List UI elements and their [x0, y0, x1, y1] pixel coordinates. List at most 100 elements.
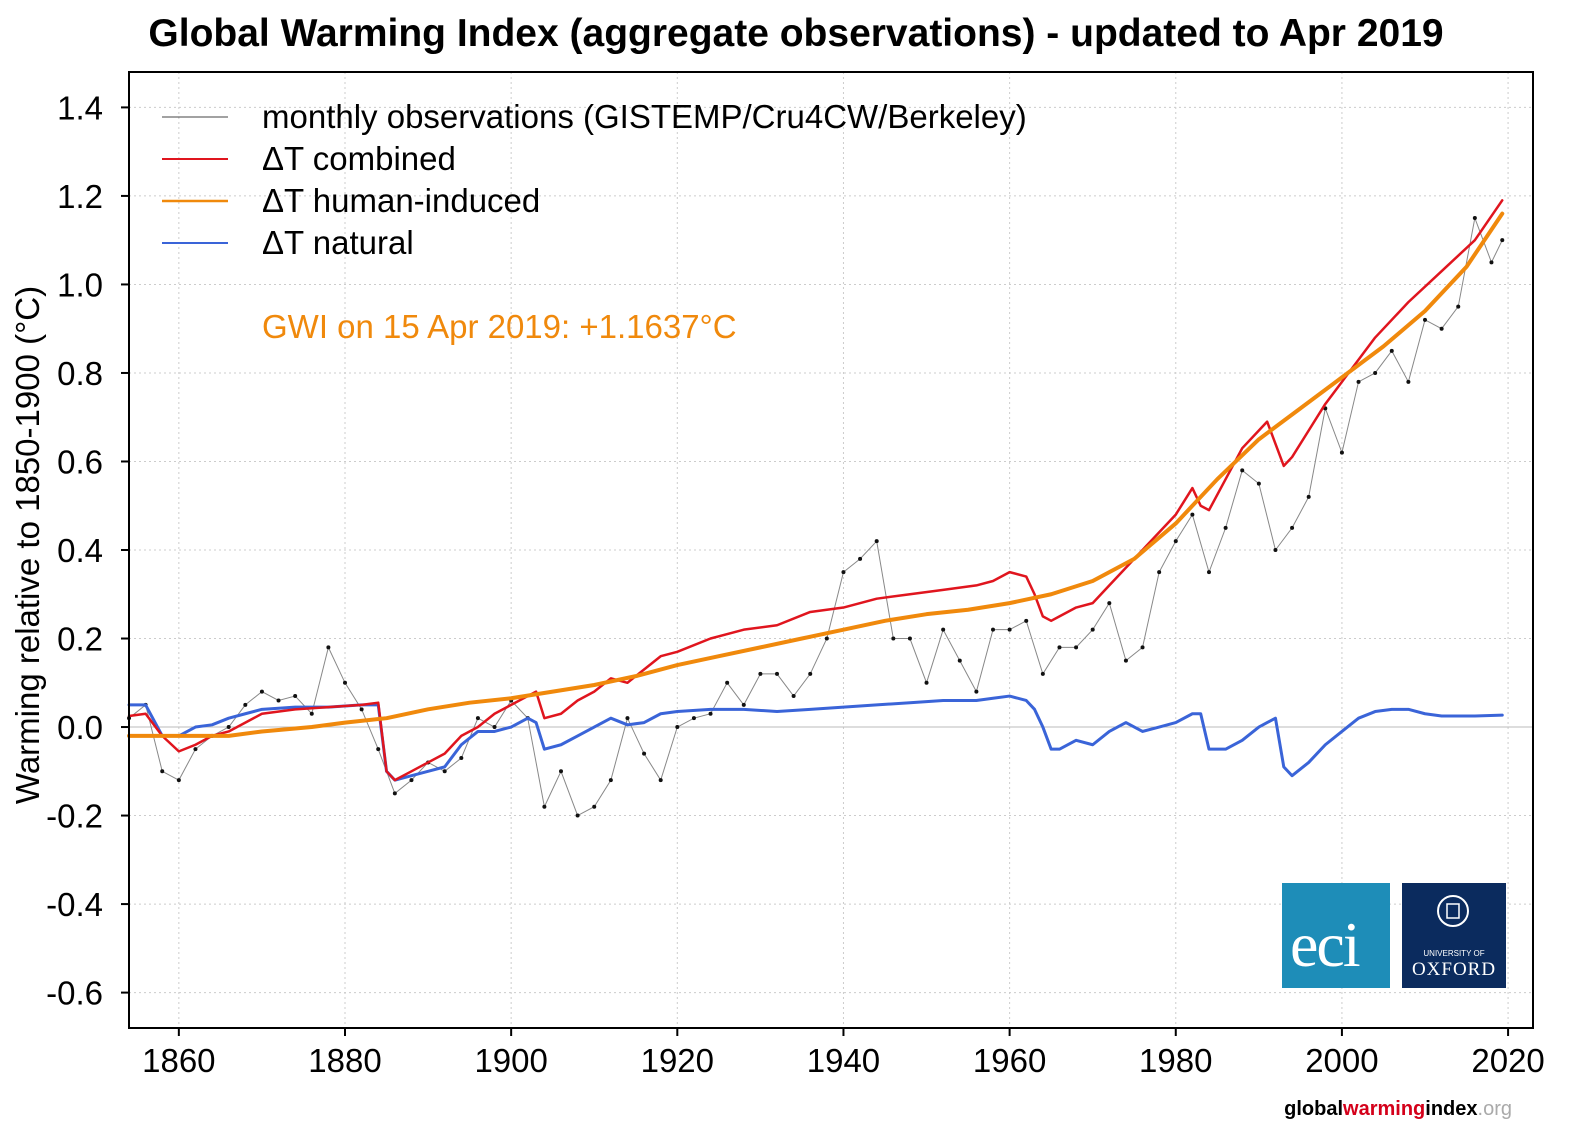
- obs-point-46: [891, 636, 896, 641]
- obs-point-9: [276, 698, 281, 703]
- y-tick-label-5: 0.4: [57, 532, 103, 569]
- legend-label-3: ΔT natural: [262, 224, 414, 261]
- series-line-1: [127, 199, 1504, 782]
- legend-label-0: monthly observations (GISTEMP/Cru4CW/Ber…: [262, 98, 1027, 135]
- obs-point-29: [608, 778, 613, 783]
- obs-point-32: [658, 778, 663, 783]
- eci-logo: eci: [1282, 883, 1390, 988]
- obs-point-41: [808, 671, 813, 676]
- y-axis-ticks: -0.6 -0.4 -0.2 0.0 0.2 0.4 0.6 0.8 1.0 1.2 1.4: [46, 89, 129, 1012]
- obs-point-65: [1207, 570, 1211, 575]
- obs-point-50: [957, 658, 962, 663]
- obs-point-64: [1190, 512, 1195, 517]
- obs-point-11: [309, 711, 314, 716]
- obs-point-69: [1273, 548, 1278, 552]
- obs-point-8: [259, 689, 264, 694]
- legend-label-1: ΔT combined: [262, 140, 456, 177]
- x-tick-label-4: 1940: [807, 1042, 880, 1079]
- y-tick-label-0: -0.6: [46, 975, 103, 1012]
- obs-point-63: [1173, 539, 1178, 544]
- obs-point-35: [708, 711, 713, 716]
- obs-point-75: [1373, 370, 1378, 375]
- obs-point-66: [1223, 525, 1228, 530]
- obs-point-37: [741, 702, 746, 707]
- obs-point-15: [376, 747, 381, 752]
- obs-point-10: [293, 694, 298, 699]
- obs-point-53: [1007, 627, 1012, 632]
- footer-part-warming: warming: [1343, 1098, 1426, 1120]
- obs-point-82: [1489, 260, 1494, 265]
- y-tick-label-8: 1.0: [57, 266, 103, 303]
- obs-point-20: [459, 756, 464, 761]
- obs-point-30: [625, 716, 630, 721]
- y-tick-label-9: 1.2: [57, 178, 103, 215]
- x-tick-label-8: 2020: [1471, 1042, 1544, 1079]
- x-tick-label-3: 1920: [641, 1042, 714, 1079]
- obs-point-74: [1356, 379, 1361, 384]
- obs-point-56: [1057, 645, 1062, 650]
- obs-point-47: [907, 636, 912, 641]
- obs-point-59: [1107, 601, 1112, 606]
- obs-point-45: [874, 539, 879, 544]
- obs-point-79: [1439, 326, 1444, 331]
- x-tick-label-7: 2000: [1305, 1042, 1378, 1079]
- obs-point-38: [758, 671, 763, 676]
- y-tick-label-4: 0.2: [57, 621, 103, 658]
- y-tick-label-10: 1.4: [57, 89, 103, 126]
- obs-point-54: [1024, 618, 1029, 623]
- obs-point-71: [1306, 494, 1311, 499]
- obs-point-77: [1406, 379, 1411, 384]
- obs-point-49: [941, 627, 946, 632]
- obs-point-70: [1290, 525, 1295, 530]
- x-tick-label-2: 1900: [474, 1042, 547, 1079]
- obs-point-16: [392, 791, 397, 796]
- obs-point-55: [1040, 671, 1045, 676]
- obs-point-58: [1090, 627, 1095, 632]
- obs-point-39: [775, 671, 779, 676]
- obs-point-43: [841, 570, 846, 575]
- oxford-logo-big-text: OXFORD: [1411, 959, 1497, 980]
- y-tick-label-1: -0.4: [46, 886, 103, 923]
- obs-point-80: [1456, 304, 1461, 309]
- obs-point-4: [193, 747, 198, 752]
- obs-point-76: [1389, 348, 1394, 353]
- gwi-annotation: GWI on 15 Apr 2019: +1.1637°C: [262, 308, 737, 345]
- oxford-crest-icon: [1437, 895, 1469, 927]
- eci-logo-text: eci: [1290, 909, 1361, 980]
- obs-point-67: [1240, 468, 1245, 473]
- obs-point-28: [592, 804, 597, 809]
- obs-point-48: [924, 680, 929, 685]
- obs-point-33: [675, 725, 680, 730]
- legend: monthly observations (GISTEMP/Cru4CW/Ber…: [162, 98, 1027, 261]
- y-tick-label-3: 0.0: [57, 709, 103, 746]
- obs-point-26: [559, 769, 563, 774]
- oxford-logo-small-text: UNIVERSITY OF: [1423, 949, 1485, 958]
- obs-point-6: [226, 725, 231, 730]
- x-tick-label-1: 1880: [308, 1042, 381, 1079]
- obs-point-21: [475, 716, 480, 721]
- legend-label-2: ΔT human-induced: [262, 182, 540, 219]
- obs-point-34: [691, 716, 696, 721]
- obs-point-7: [243, 702, 248, 707]
- chart-title: Global Warming Index (aggregate observat…: [148, 12, 1444, 55]
- obs-point-2: [160, 769, 165, 774]
- obs-point-17: [409, 778, 414, 783]
- obs-point-42: [824, 636, 829, 641]
- series-lines: [127, 199, 1505, 782]
- obs-point-12: [326, 645, 331, 650]
- obs-point-61: [1140, 645, 1145, 650]
- obs-point-40: [791, 694, 796, 699]
- obs-point-22: [492, 725, 497, 730]
- obs-point-3: [176, 778, 181, 783]
- obs-point-51: [974, 689, 979, 694]
- obs-point-73: [1339, 450, 1344, 455]
- grid-lines: [129, 72, 1533, 1028]
- obs-point-60: [1123, 658, 1128, 663]
- x-tick-label-6: 1980: [1139, 1042, 1212, 1079]
- obs-point-36: [725, 680, 730, 685]
- obs-point-19: [442, 769, 447, 774]
- footer-url[interactable]: globalwarmingindex.org: [1284, 1098, 1512, 1121]
- obs-point-31: [642, 751, 647, 756]
- footer-part-global: global: [1284, 1098, 1344, 1120]
